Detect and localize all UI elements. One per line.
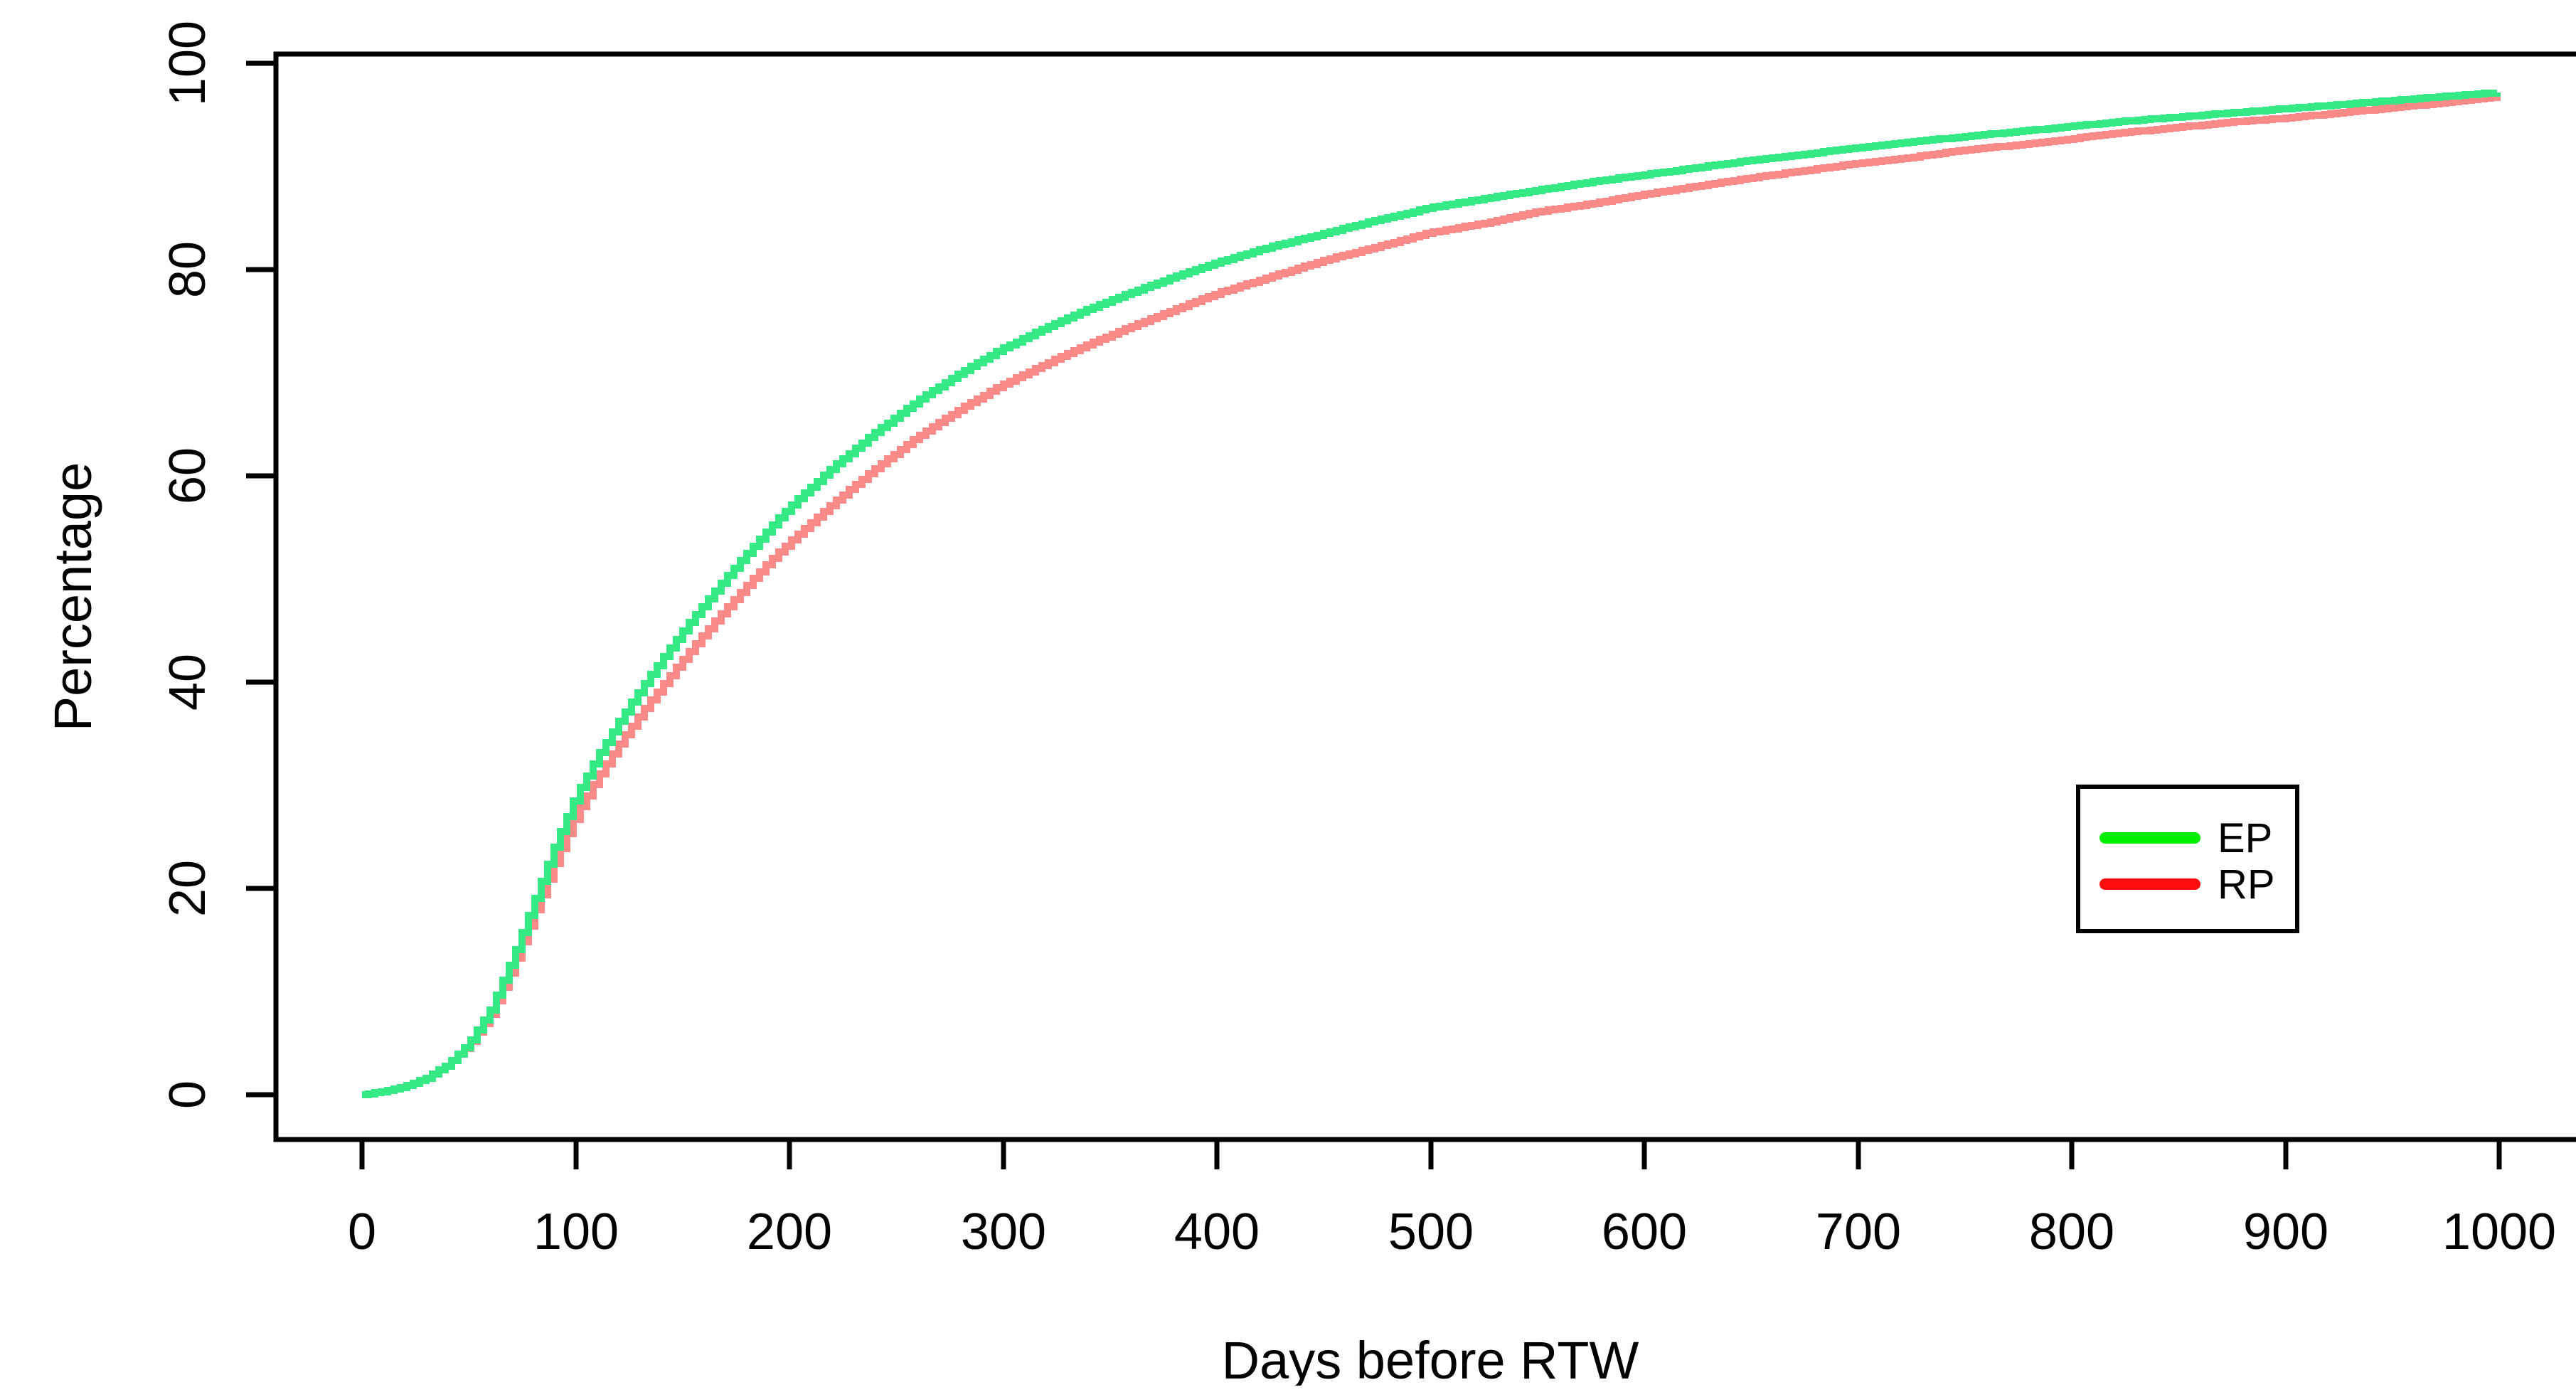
x-tick-label: 600: [1602, 1204, 1687, 1260]
x-tick-label: 700: [1816, 1204, 1901, 1260]
x-tick-label: 1000: [2442, 1204, 2556, 1260]
x-tick-label: 500: [1388, 1204, 1474, 1260]
x-tick-label: 400: [1174, 1204, 1260, 1260]
legend-label-ep: EP: [2218, 815, 2272, 861]
data-curves: [362, 90, 2501, 1098]
x-tick-label: 200: [747, 1204, 832, 1260]
x-tick-label: 800: [2029, 1204, 2114, 1260]
chart-figure: 0 100 200 300 400 500 600 700 800 900 1000 0 20 40 60…: [28, 11, 2576, 1386]
y-tick-label: 60: [159, 447, 216, 504]
chart-canvas: 0 100 200 300 400 500 600 700 800 900 1000 0 20 40 60…: [43, 21, 2576, 1386]
plot-box: [273, 51, 2576, 1142]
legend: EP RP: [2076, 785, 2299, 933]
x-axis: 0 100 200 300 400 500 600 700 800 900 1000: [348, 1140, 2556, 1260]
x-tick-label: 900: [2243, 1204, 2328, 1260]
legend-box: [2076, 785, 2299, 933]
y-tick-label: 20: [159, 860, 216, 917]
y-tick-label: 80: [159, 241, 216, 298]
legend-label-rp: RP: [2218, 861, 2275, 908]
x-tick-label: 100: [533, 1204, 619, 1260]
y-tick-label: 100: [159, 21, 216, 106]
y-tick-label: 40: [159, 654, 216, 711]
y-axis: 0 20 40 60 80 100: [159, 21, 276, 1109]
y-axis-title: Percentage: [43, 462, 102, 732]
curve-rp: [362, 94, 2501, 1098]
x-tick-label: 0: [348, 1204, 376, 1260]
x-axis-title: Days before RTW: [1222, 1331, 1639, 1386]
y-tick-label: 0: [159, 1080, 216, 1109]
x-tick-label: 300: [961, 1204, 1046, 1260]
curve-ep: [362, 90, 2501, 1098]
